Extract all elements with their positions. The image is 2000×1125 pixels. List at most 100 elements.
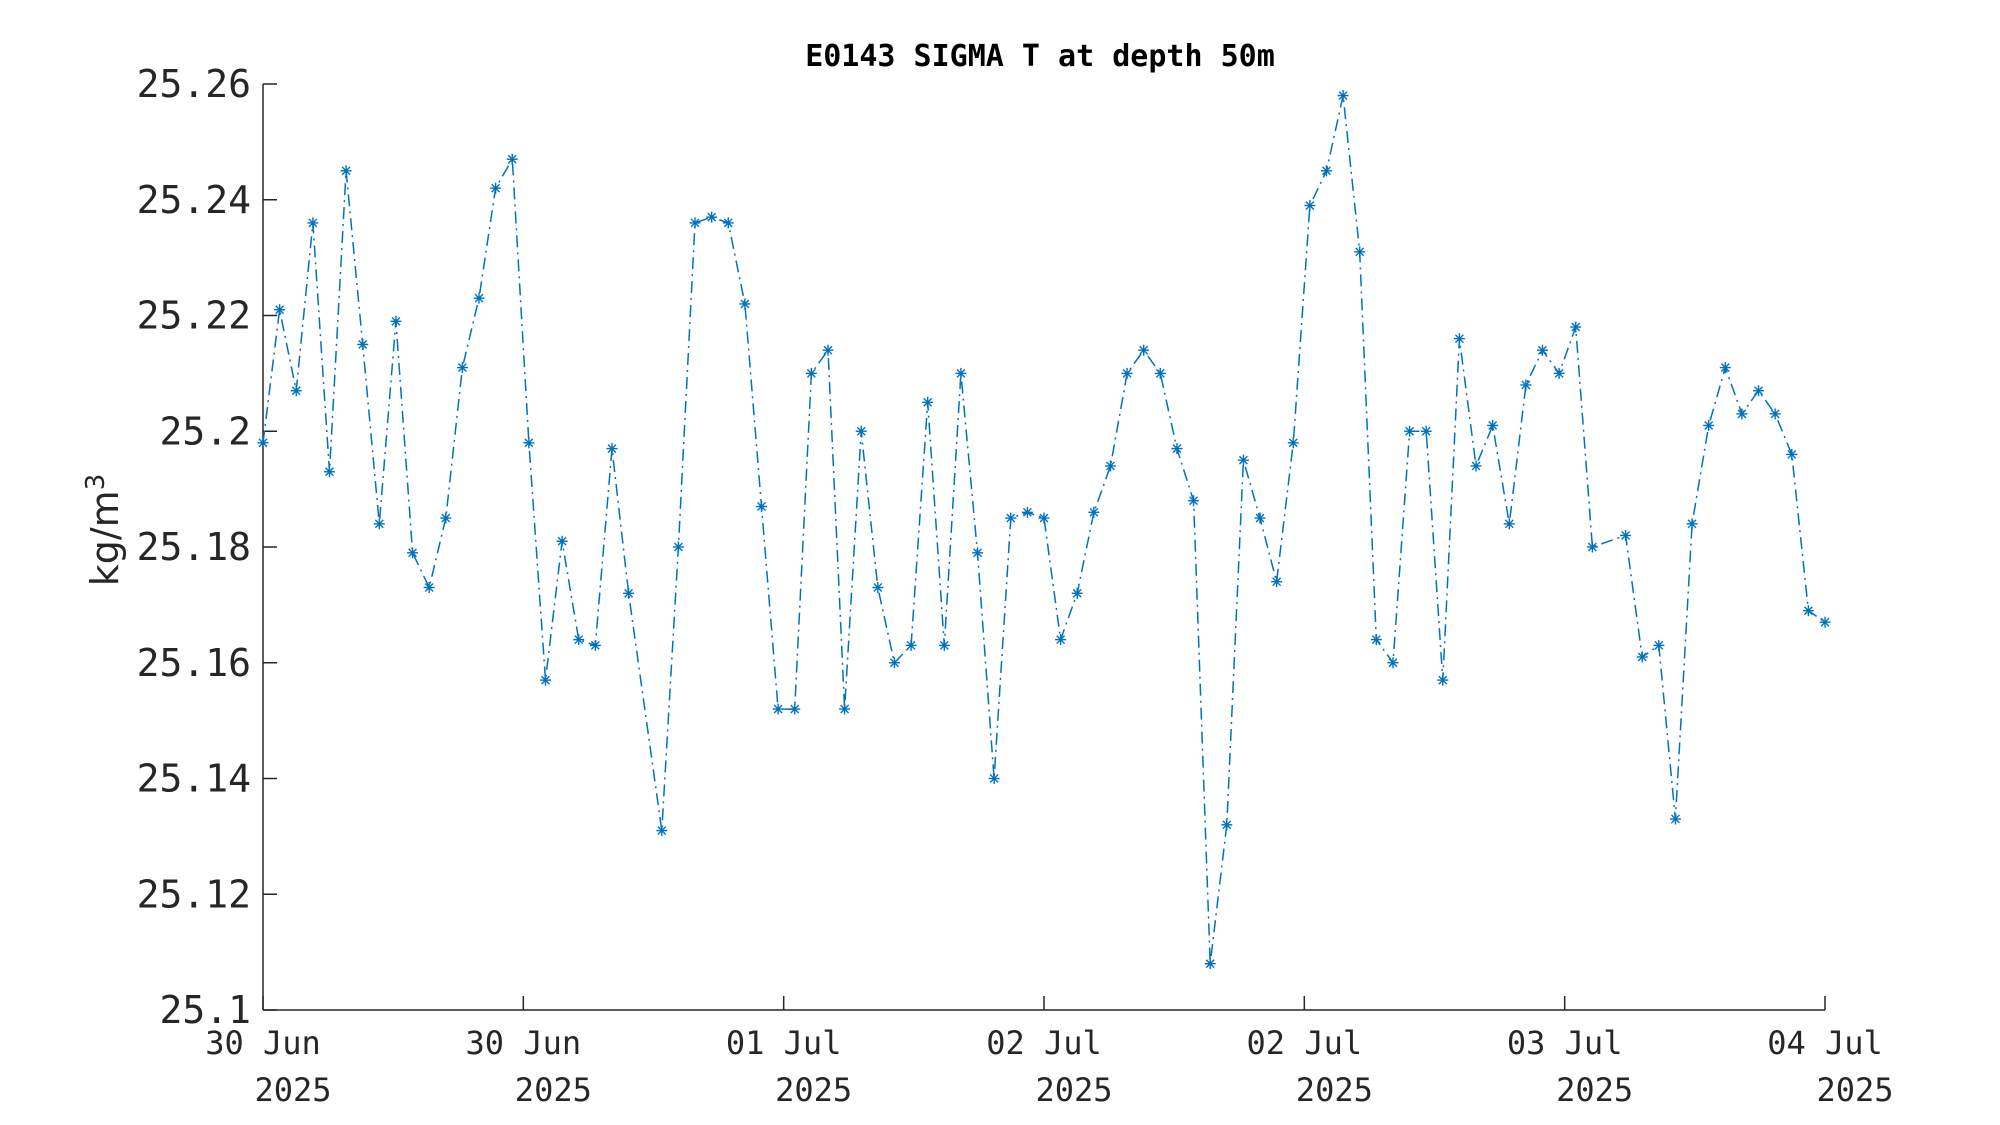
data-point bbox=[506, 153, 518, 165]
x-tick-year-label: 2025 bbox=[1296, 1071, 1373, 1109]
data-point bbox=[1470, 460, 1482, 472]
data-point bbox=[1487, 419, 1499, 431]
x-tick-year-label: 2025 bbox=[254, 1071, 331, 1109]
data-point bbox=[772, 703, 784, 715]
data-series bbox=[257, 90, 1831, 970]
data-point bbox=[1719, 362, 1731, 374]
data-point bbox=[1254, 512, 1266, 524]
data-point bbox=[274, 304, 286, 316]
data-point bbox=[1786, 448, 1798, 460]
data-point bbox=[1138, 344, 1150, 356]
data-point bbox=[1271, 576, 1283, 588]
data-point bbox=[839, 703, 851, 715]
data-point bbox=[888, 657, 900, 669]
data-point bbox=[1736, 408, 1748, 420]
data-point bbox=[1188, 495, 1200, 507]
data-point bbox=[955, 367, 967, 379]
data-point bbox=[1337, 90, 1349, 102]
x-axis-ticks: 30 Jun 2025 30 Jun 2025 01 Jul 2025 02 Jul 2025… bbox=[205, 996, 1894, 1109]
data-point bbox=[307, 217, 319, 229]
data-point bbox=[1703, 419, 1715, 431]
data-point bbox=[1287, 437, 1299, 449]
chart-title: E0143 SIGMA T at depth 50m bbox=[805, 39, 1275, 74]
data-point bbox=[1370, 634, 1382, 646]
data-point bbox=[938, 639, 950, 651]
data-point bbox=[1636, 651, 1648, 663]
x-tick-year-label: 2025 bbox=[1816, 1071, 1893, 1109]
x-tick-year-label: 2025 bbox=[775, 1071, 852, 1109]
data-point bbox=[1204, 958, 1216, 970]
data-point bbox=[922, 396, 934, 408]
data-point bbox=[1570, 321, 1582, 333]
data-point bbox=[988, 773, 1000, 784]
data-point bbox=[490, 182, 502, 194]
x-tick-label: 04 Jul bbox=[1767, 1024, 1883, 1062]
data-point bbox=[855, 425, 867, 437]
data-point bbox=[1055, 634, 1067, 646]
data-point bbox=[473, 292, 485, 304]
data-point bbox=[722, 217, 734, 229]
data-point bbox=[1537, 344, 1549, 356]
data-point bbox=[1453, 333, 1465, 345]
data-point bbox=[1520, 379, 1532, 391]
x-tick-year-label: 2025 bbox=[1556, 1071, 1633, 1109]
data-point bbox=[407, 547, 419, 559]
data-point bbox=[456, 362, 468, 374]
data-point bbox=[789, 703, 801, 715]
data-point bbox=[1753, 385, 1765, 397]
data-point bbox=[706, 211, 718, 223]
data-point bbox=[1503, 518, 1515, 530]
x-tick-label: 02 Jul bbox=[986, 1024, 1102, 1062]
data-point bbox=[1038, 512, 1050, 524]
data-point bbox=[340, 165, 352, 177]
data-point bbox=[1354, 246, 1366, 258]
data-point bbox=[756, 500, 768, 512]
data-point bbox=[423, 582, 435, 594]
data-point bbox=[606, 443, 618, 455]
data-point bbox=[1653, 639, 1665, 651]
data-point bbox=[1586, 541, 1598, 553]
data-point bbox=[1121, 367, 1133, 379]
data-point bbox=[1802, 605, 1814, 617]
data-point bbox=[257, 437, 269, 449]
data-point bbox=[373, 518, 385, 530]
y-tick-label: 25.1 bbox=[159, 988, 251, 1032]
data-point bbox=[739, 298, 751, 310]
y-tick-label: 25.26 bbox=[137, 62, 251, 106]
data-point bbox=[805, 367, 817, 379]
data-point bbox=[972, 547, 984, 559]
data-point bbox=[1304, 200, 1316, 212]
data-point bbox=[1088, 506, 1100, 518]
y-tick-label: 25.2 bbox=[159, 409, 251, 453]
data-point bbox=[1387, 657, 1399, 669]
data-point bbox=[1071, 587, 1083, 599]
data-point bbox=[1154, 367, 1166, 379]
data-point bbox=[589, 639, 601, 651]
x-tick-label: 30 Jun bbox=[205, 1024, 321, 1062]
data-point bbox=[1669, 813, 1681, 825]
y-tick-label: 25.18 bbox=[137, 525, 251, 569]
y-tick-label: 25.14 bbox=[137, 757, 251, 801]
data-point bbox=[290, 385, 302, 397]
data-point bbox=[1320, 165, 1332, 177]
y-tick-label: 25.12 bbox=[137, 872, 251, 916]
data-point bbox=[357, 338, 369, 350]
data-point bbox=[623, 587, 635, 599]
x-tick-label: 02 Jul bbox=[1247, 1024, 1363, 1062]
data-point bbox=[1171, 443, 1183, 455]
y-tick-label: 25.22 bbox=[137, 294, 251, 338]
y-axis-label: kg/m3 bbox=[81, 474, 127, 587]
data-point bbox=[523, 437, 535, 449]
data-point bbox=[1420, 425, 1432, 437]
data-point bbox=[1221, 819, 1233, 831]
data-point bbox=[1553, 367, 1565, 379]
data-point bbox=[573, 634, 585, 646]
data-point bbox=[672, 541, 684, 553]
x-tick-year-label: 2025 bbox=[1035, 1071, 1112, 1109]
data-point bbox=[656, 825, 668, 837]
data-point bbox=[390, 315, 402, 327]
series-line bbox=[262, 95, 1826, 964]
data-point bbox=[1620, 529, 1632, 541]
data-point bbox=[1104, 460, 1116, 472]
